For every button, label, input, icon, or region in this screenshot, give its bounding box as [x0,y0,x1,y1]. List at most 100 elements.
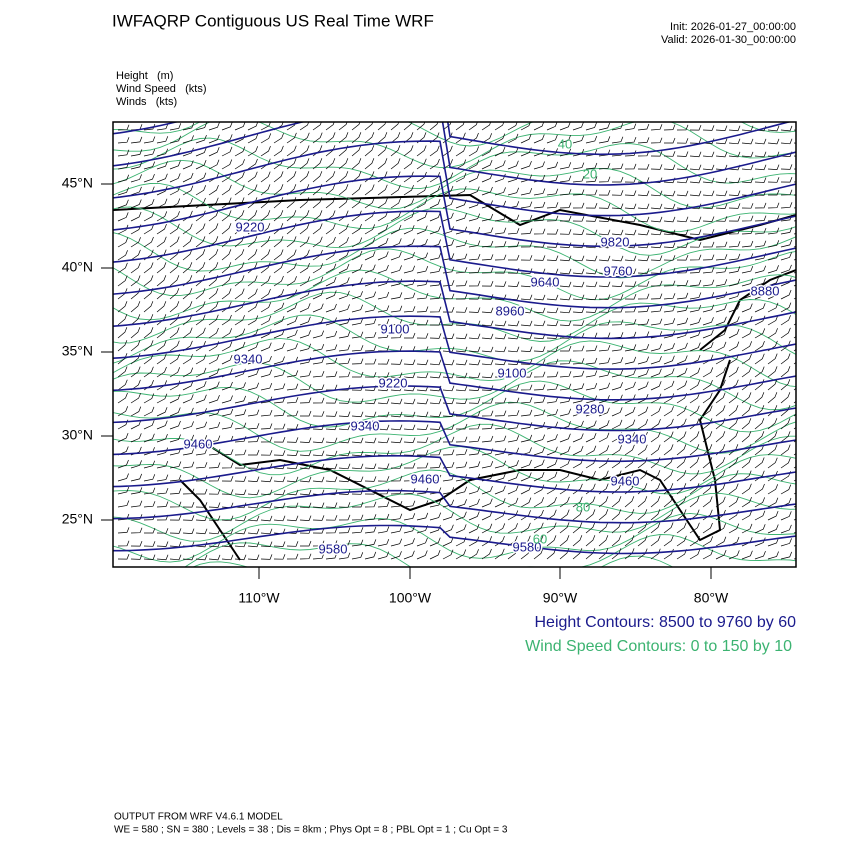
wind-barb [520,359,533,365]
wind-barb [598,268,611,275]
wind-barb [741,303,753,313]
wind-barb [546,188,559,196]
wind-barb [780,524,792,534]
height-label: 9820 [601,234,630,249]
wind-barb [754,497,766,508]
footer-model: OUTPUT FROM WRF V4.6.1 MODEL [114,812,283,823]
wind-barb [338,263,350,274]
wind-barb [702,470,713,482]
wind-barb [208,147,220,157]
wind-barb [234,133,246,144]
wind-barb [702,304,715,313]
wind-barb [352,501,364,508]
wind-barb [676,380,688,391]
wind-barb [260,315,272,326]
wind-barb [404,332,416,339]
wind-barb [286,249,297,261]
wind-barb [182,185,194,196]
wind-barb [143,211,155,222]
wind-barb [598,407,610,417]
wind-barb [416,306,429,313]
wind-barb [117,553,130,560]
wind-barb [364,251,376,261]
wind-barb [144,527,156,534]
wind-barb [325,515,338,521]
wind-barb [676,317,689,326]
wind-barb [468,333,481,340]
wind-barb [611,357,624,365]
wind-barb [689,279,702,287]
wind-barb [169,488,182,495]
wind-barb [429,266,442,274]
wind-barb [403,225,415,235]
coastline [179,479,241,561]
wind-barb [611,470,622,482]
wind-barb [364,237,376,248]
wind-barb [390,122,400,131]
wind-barb [429,252,442,261]
wind-barb [533,201,546,209]
wind-barb [494,294,507,300]
wind-legend: Wind Speed Contours: 0 to 150 by 10 [525,638,792,655]
wind-barb [533,241,546,248]
coastline [199,359,731,542]
wind-barb [637,293,650,300]
wind-barb [689,177,702,184]
wind-barb [650,393,662,404]
wind-barb [650,242,663,249]
wind-barb [741,151,754,158]
wind-barb [780,227,793,235]
wind-barb [663,280,676,287]
wind-barb [442,239,455,248]
wind-barb [377,424,390,431]
wind-barb [364,132,375,144]
wind-barb [676,535,687,547]
wind-barb [715,266,728,274]
wind-barb [364,398,377,405]
wind-barb [117,379,128,391]
wind-barb [481,548,492,560]
wind-barb [325,223,336,235]
height-label: 9100 [498,365,527,380]
wind-barb [533,294,546,301]
wind-barb [702,164,715,171]
wind-barb [689,229,702,235]
wind-barb [117,432,129,443]
wind-barb [364,501,377,508]
wind-barb [364,411,377,418]
wind-barb [728,457,739,469]
wind-barb [182,160,194,170]
wind-speed-contour [113,122,796,169]
wind-barb [221,288,232,300]
wind-barb [390,513,403,521]
wind-barb [780,353,791,365]
wind-barb [585,229,598,236]
wind-barb [221,314,232,326]
wind-barb [273,342,285,352]
wind-barb [364,318,377,326]
wind-barb [663,229,676,236]
wind-barb [351,358,364,365]
wind-barb [247,382,260,391]
wind-barb [468,253,481,261]
wind-barb [429,462,442,469]
wind-barb [247,342,259,352]
wind-barb [221,475,234,482]
wind-barb [689,151,702,158]
wind-barb [650,229,663,236]
wind-barb [520,134,532,144]
wind-barb [182,434,195,443]
wind-barb [598,319,611,326]
wind-barb [546,434,558,443]
wind-barb [481,435,494,443]
wind-barb [312,210,323,222]
lat-label: 45°N [62,175,93,191]
wind-barb [325,158,336,170]
wind-barb [663,164,676,170]
wind-barb [221,381,233,391]
wind-barb [325,357,338,365]
wind-barb [741,353,752,365]
wind-barb [156,136,169,144]
wind-barb [377,145,388,157]
wind-barb [650,293,663,300]
